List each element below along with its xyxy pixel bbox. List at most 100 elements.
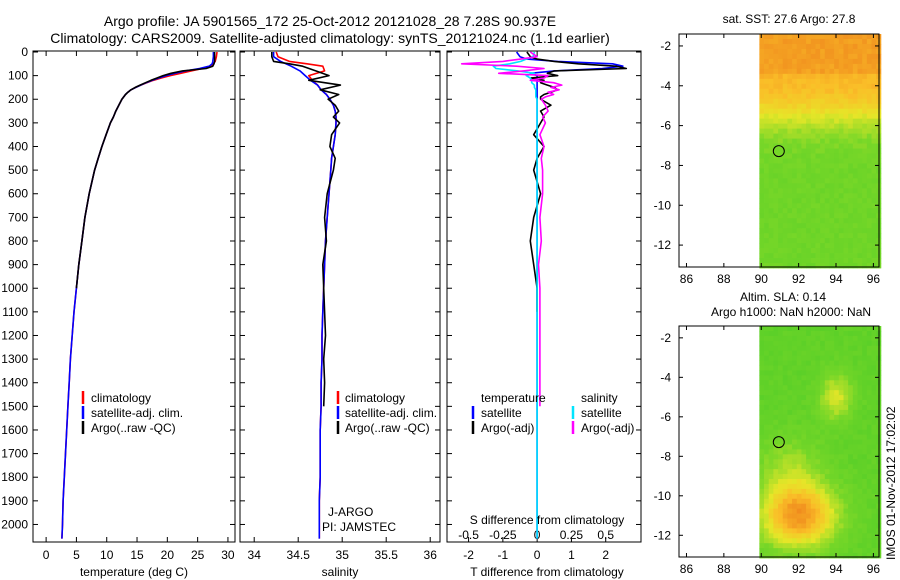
field-cell bbox=[820, 385, 826, 391]
field-cell bbox=[848, 335, 854, 342]
field-cell bbox=[778, 213, 784, 219]
field-cell bbox=[792, 158, 798, 164]
field-cell bbox=[866, 543, 872, 549]
field-cell bbox=[857, 243, 863, 249]
field-cell bbox=[824, 513, 830, 519]
field-cell bbox=[764, 469, 770, 475]
field-cell bbox=[824, 258, 830, 264]
field-cell bbox=[857, 508, 863, 514]
field-cell bbox=[848, 183, 854, 189]
field-cell bbox=[829, 228, 835, 234]
field-cell bbox=[773, 183, 779, 189]
field-cell bbox=[857, 390, 863, 396]
field-cell bbox=[866, 508, 872, 514]
field-cell bbox=[778, 183, 784, 189]
field-cell bbox=[829, 449, 835, 455]
field-cell bbox=[787, 483, 793, 490]
field-cell bbox=[773, 48, 779, 55]
field-cell bbox=[857, 493, 863, 500]
field-cell bbox=[843, 258, 849, 264]
field-cell bbox=[871, 183, 877, 189]
field-cell bbox=[806, 335, 812, 342]
field-cell bbox=[810, 163, 816, 169]
field-cell bbox=[820, 243, 826, 249]
field-cell bbox=[862, 449, 868, 455]
field-cell bbox=[824, 78, 830, 85]
field-cell bbox=[773, 238, 779, 244]
field-cell bbox=[857, 138, 863, 144]
field-cell bbox=[834, 128, 840, 134]
field-cell bbox=[787, 503, 793, 510]
field-cell bbox=[866, 34, 872, 40]
field-cell bbox=[866, 469, 872, 475]
field-cell bbox=[824, 404, 830, 411]
field-cell bbox=[862, 263, 868, 269]
field-cell bbox=[796, 48, 802, 55]
field-cell bbox=[796, 326, 802, 332]
field-cell bbox=[834, 213, 840, 219]
lon-tick-label: 94 bbox=[829, 562, 843, 576]
s-tick-label: -0.5 bbox=[458, 528, 479, 542]
field-cell bbox=[782, 469, 788, 475]
field-cell bbox=[768, 330, 774, 337]
field-cell bbox=[857, 48, 863, 55]
field-cell bbox=[834, 233, 840, 239]
temperature-legend: climatology satellite-adj. clim. Argo(..… bbox=[81, 391, 183, 435]
field-cell bbox=[806, 360, 812, 366]
field-cell bbox=[792, 479, 798, 485]
sla-map-axes: 86 88 90 92 94 96-2-4-6-8-10-12 bbox=[654, 326, 880, 576]
field-cell bbox=[787, 208, 793, 214]
field-cell bbox=[866, 350, 872, 357]
field-cell bbox=[768, 163, 774, 169]
field-cell bbox=[810, 248, 816, 254]
field-cell bbox=[759, 83, 765, 90]
field-cell bbox=[820, 38, 826, 45]
field-cell bbox=[806, 488, 812, 495]
field-cell bbox=[852, 390, 858, 396]
field-cell bbox=[768, 148, 774, 154]
field-cell bbox=[787, 523, 793, 529]
field-cell bbox=[764, 493, 770, 500]
field-cell bbox=[773, 113, 779, 120]
field-cell bbox=[815, 395, 821, 401]
field-cell bbox=[792, 345, 798, 352]
field-cell bbox=[838, 380, 844, 386]
field-cell bbox=[848, 330, 854, 337]
field-cell bbox=[829, 469, 835, 475]
field-cell bbox=[782, 103, 788, 110]
field-cell bbox=[843, 483, 849, 490]
field-cell bbox=[806, 330, 812, 337]
field-cell bbox=[792, 429, 798, 435]
field-cell bbox=[787, 493, 793, 500]
field-cell bbox=[810, 395, 816, 401]
field-cell bbox=[815, 518, 821, 524]
field-cell bbox=[862, 518, 868, 524]
field-cell bbox=[792, 380, 798, 386]
field-cell bbox=[820, 178, 826, 184]
field-cell bbox=[810, 469, 816, 475]
field-cell bbox=[852, 340, 858, 347]
field-cell bbox=[782, 143, 788, 149]
field-cell bbox=[834, 385, 840, 391]
field-cell bbox=[801, 483, 807, 490]
field-cell bbox=[787, 243, 793, 249]
field-cell bbox=[787, 233, 793, 239]
field-cell bbox=[838, 63, 844, 70]
field-cell bbox=[866, 238, 872, 244]
field-cell bbox=[787, 83, 793, 90]
field-cell bbox=[824, 533, 830, 539]
field-cell bbox=[862, 493, 868, 500]
depth-tick-label: 500 bbox=[8, 163, 28, 177]
field-cell bbox=[764, 385, 770, 391]
field-cell bbox=[820, 335, 826, 342]
field-cell bbox=[796, 78, 802, 85]
field-cell bbox=[852, 223, 858, 229]
lon-tick-label: 96 bbox=[867, 272, 881, 286]
field-cell bbox=[796, 243, 802, 249]
field-cell bbox=[759, 340, 765, 347]
field-cell bbox=[782, 493, 788, 500]
field-cell bbox=[787, 444, 793, 450]
field-cell bbox=[829, 68, 835, 75]
field-cell bbox=[787, 340, 793, 347]
field-cell bbox=[829, 103, 835, 110]
